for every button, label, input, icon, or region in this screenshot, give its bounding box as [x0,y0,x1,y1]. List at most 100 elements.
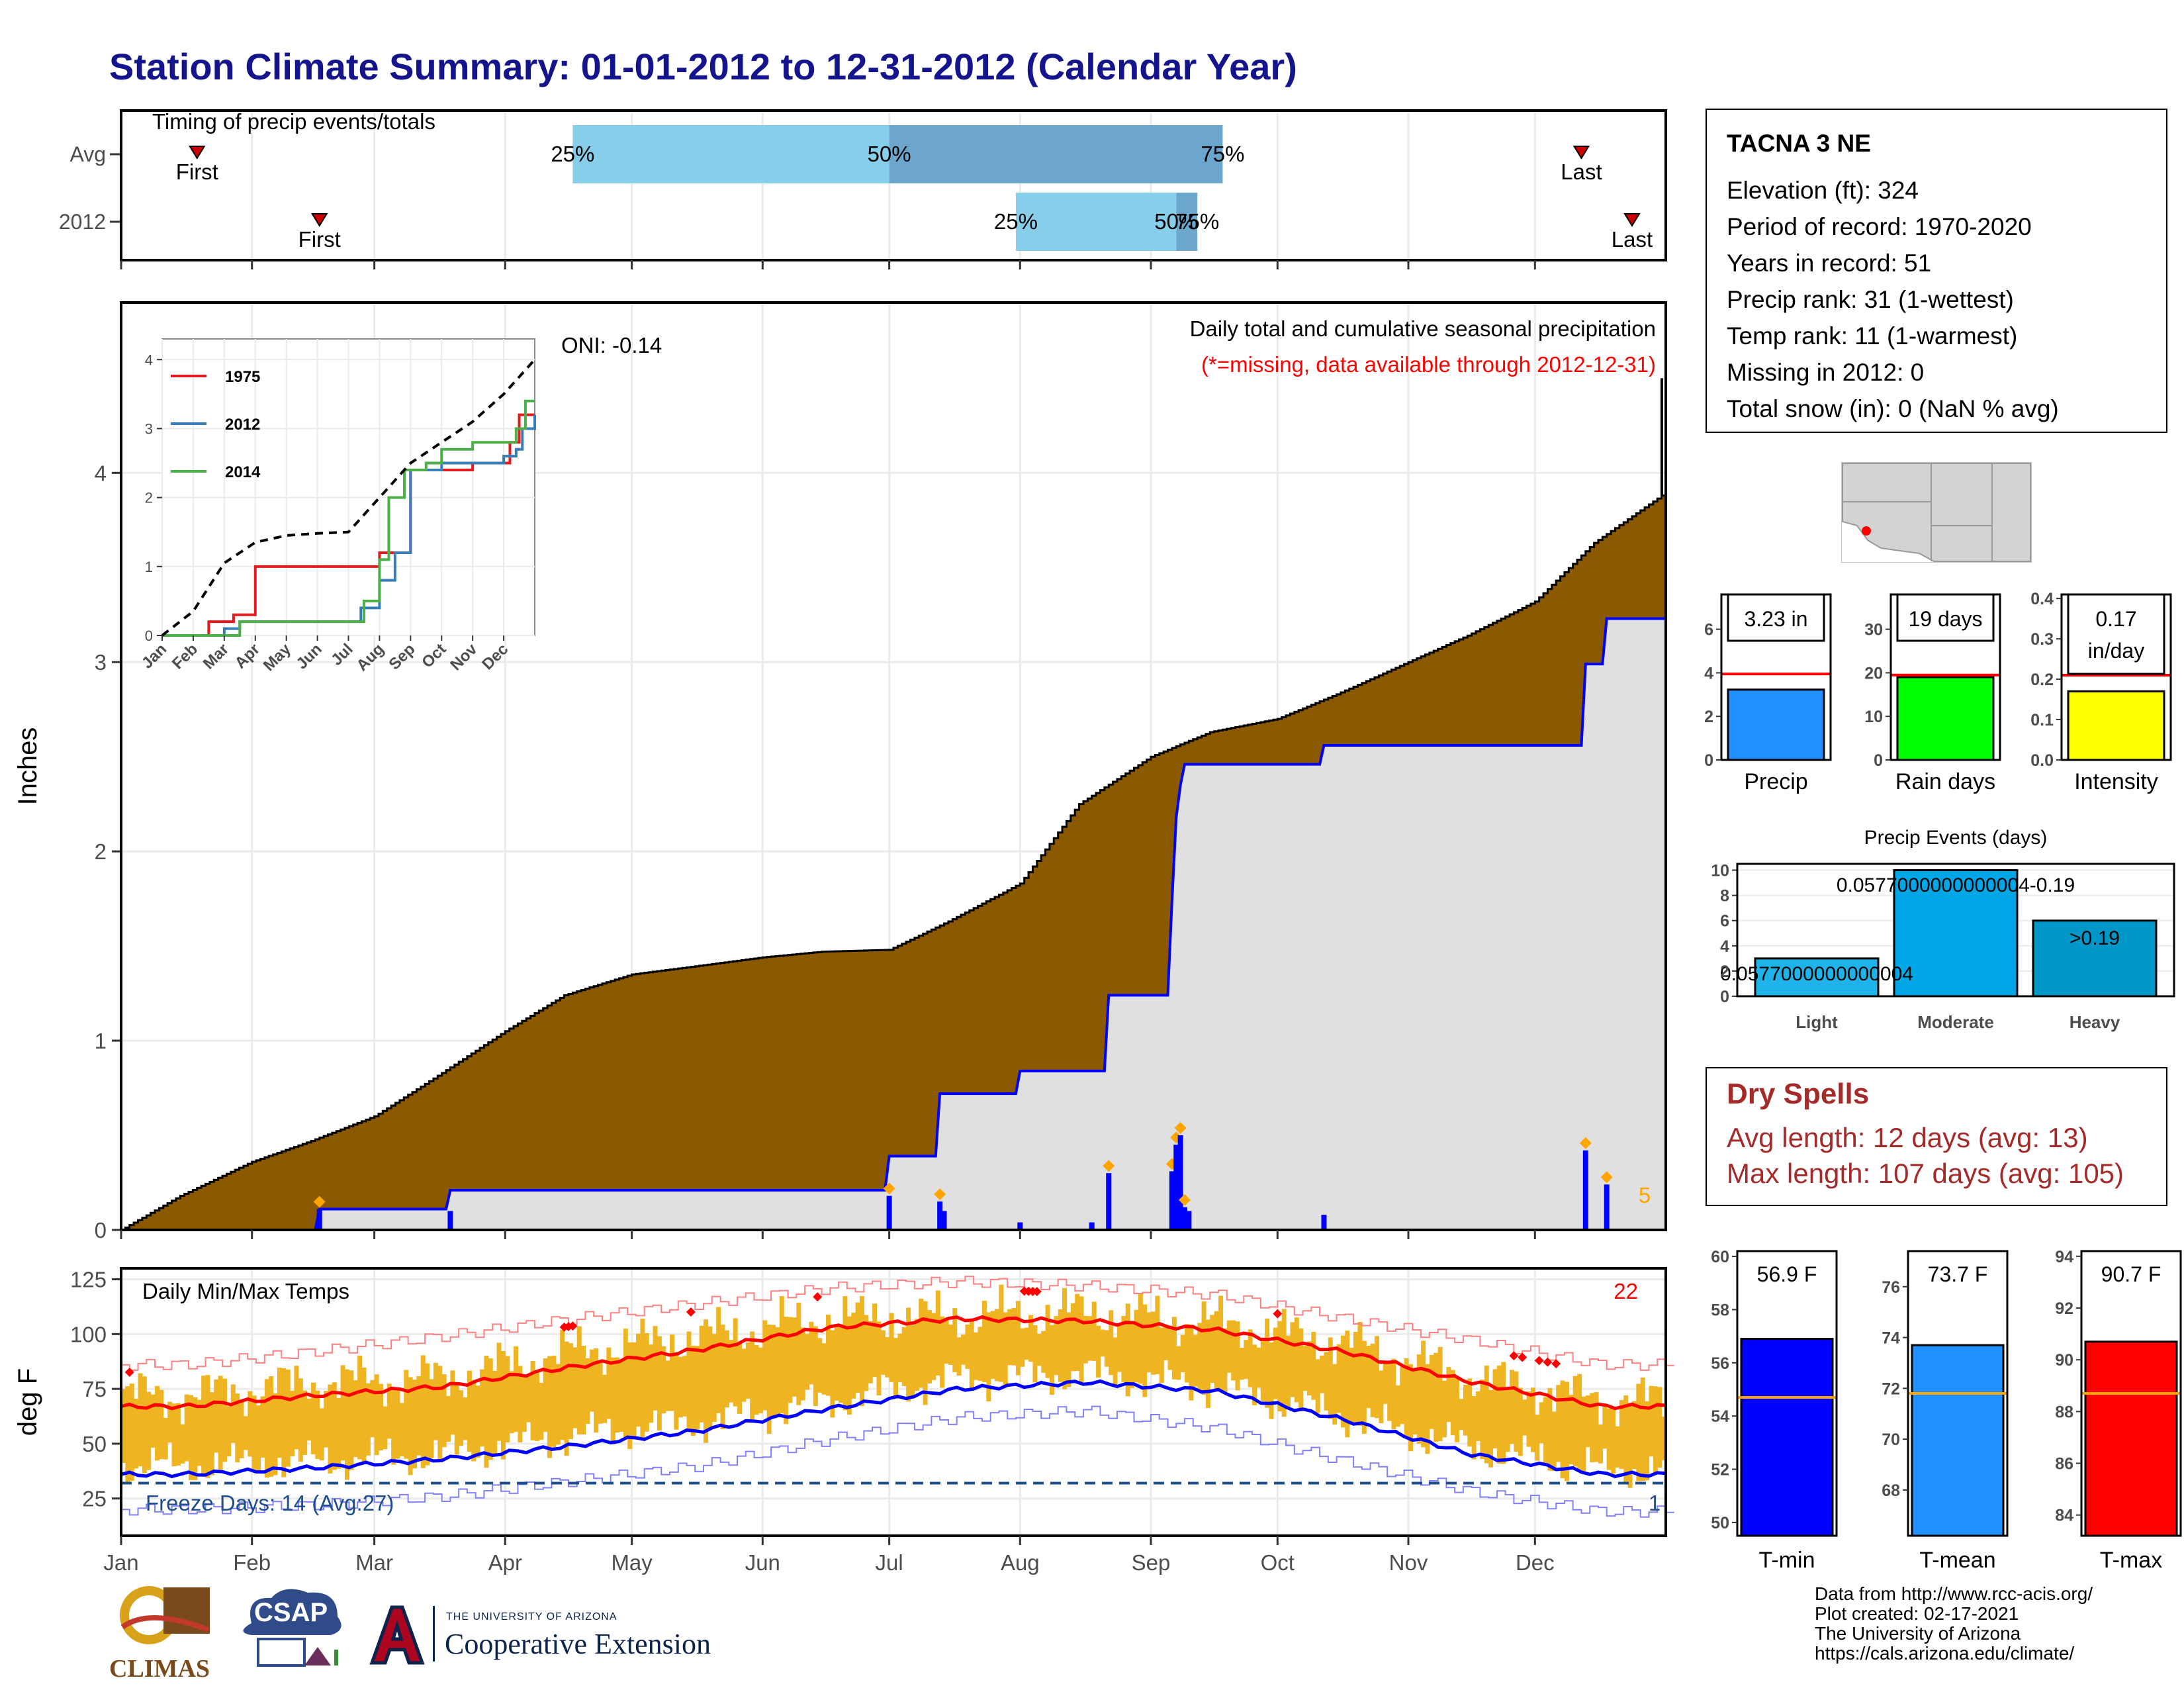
tempbar-y-tick-label: 86 [2055,1455,2073,1474]
daily-temp-bar [699,1325,704,1423]
daily-temp-bar [1125,1303,1130,1397]
temperature-summary-bars: 56.9 F 50 52 54 56 58 60 T-min 73.7 F 68 70 72 74 76 T… [1711,1248,2182,1573]
timing-percent-label: 75% [1201,142,1244,166]
daily-temp-bar [581,1346,586,1434]
daily-temp-bar [1151,1311,1156,1375]
daily-temp-bar [1306,1341,1312,1395]
ua-a-icon [369,1605,425,1665]
daily-temp-bar [1109,1310,1114,1376]
daily-temp-bar [214,1379,219,1453]
summary-value-label: 19 days [1908,607,1982,631]
daily-temp-bar [981,1300,987,1382]
daily-precip-bar [1106,1173,1112,1230]
daily-temp-bar [636,1333,641,1427]
daily-temp-bar [277,1368,282,1458]
timing-marker-icon [189,146,206,160]
daily-temp-bar [1273,1327,1278,1399]
events-y-tick-label: 10 [1711,862,1729,880]
daily-temp-bar [1433,1352,1439,1442]
summary-bar-label: Intensity [2074,769,2158,794]
daily-temp-bar [745,1342,751,1399]
daily-temp-bar [1560,1380,1565,1479]
precip-y-axis-label: Inches [13,727,42,806]
daily-precip-bar [886,1196,892,1230]
timing-marker-icon [1623,213,1641,227]
daily-temp-bar [222,1378,228,1462]
daily-temp-bar [248,1391,253,1457]
daily-precip-bar [447,1211,453,1230]
daily-temp-bar [155,1385,159,1461]
precip-events-title: Precip Events (days) [1864,827,2048,849]
daily-temp-bar [1598,1424,1603,1464]
daily-temp-bar [564,1341,569,1456]
daily-temp-bar [885,1336,890,1378]
daily-temp-bar [294,1366,299,1450]
daily-temp-bar [1653,1386,1658,1473]
month-tick-label: Jun [745,1550,780,1575]
timing-first-label: First [176,160,218,184]
month-tick-label: Mar [355,1550,393,1575]
daily-temp-bar [1391,1358,1396,1430]
daily-temp-bar [1294,1317,1299,1403]
daily-temp-bar [1163,1325,1169,1360]
daily-temp-bar [914,1319,919,1391]
daily-temp-bar [1214,1311,1219,1391]
daily-temp-bar [218,1376,223,1470]
tempbar-y-tick-label: 94 [2055,1248,2073,1266]
map-state-borders [1843,463,1993,561]
daily-temp-bar [226,1406,232,1457]
daily-temp-bar [446,1395,451,1442]
daily-temp-bar [965,1324,970,1369]
daily-temp-bar [944,1319,949,1364]
daily-temp-bar [762,1320,768,1411]
tempbar-y-tick-label: 84 [2055,1507,2073,1525]
summary-border [1720,593,1832,761]
daily-temp-bar [1083,1315,1088,1364]
daily-temp-bar [1045,1305,1050,1378]
temp-y-tick-label: 75 [82,1377,107,1401]
summary-value-box [1896,593,1995,642]
daily-temp-bar [784,1317,789,1425]
daily-temp-bar [1594,1392,1599,1462]
daily-temp-bar [1421,1340,1426,1448]
daily-temp-bar [1471,1395,1477,1460]
daily-temp-bar [1075,1293,1080,1371]
daily-temp-bar [319,1408,324,1461]
station-detail-line: Years in record: 51 [1727,250,1932,277]
temperature-panel: 25 50 75 100 125 deg F Daily Min/Max Temps 22 Fr… [13,1267,1674,1575]
daily-temp-bar [598,1360,603,1424]
daily-temp-bar [1248,1329,1253,1387]
precip-y-tick-label: 3 [95,650,107,675]
summary-y-tick-label: 0.3 [2030,630,2054,649]
summary-y-tick-label: 4 [1704,664,1713,682]
daily-temp-bar [1003,1312,1008,1387]
credit-line: The University of Arizona [1815,1623,2021,1644]
daily-temp-bar [467,1370,472,1452]
daily-temp-bar [273,1393,278,1476]
events-bar [1754,957,1880,998]
events-y-tick-label: 6 [1720,912,1729,931]
daily-temp-bar [1171,1317,1177,1380]
daily-temp-bar [576,1326,582,1434]
daily-temp-bar [197,1399,202,1466]
daily-temp-bar [310,1382,316,1454]
daily-temp-bar [704,1319,709,1443]
daily-temp-bar [1416,1354,1422,1444]
daily-temp-bar [1408,1364,1413,1452]
events-border [1736,863,2175,998]
daily-temp-bar [842,1296,848,1411]
daily-temp-bar [1547,1388,1553,1471]
daily-temp-bar [480,1369,485,1447]
events-y-tick-label: 2 [1720,962,1729,981]
daily-temp-bar [864,1315,869,1391]
daily-temp-bar [129,1383,134,1481]
daily-temp-bar [1205,1319,1210,1408]
daily-temp-bar [825,1315,831,1396]
daily-temp-bar [1585,1395,1590,1448]
daily-temp-bar [518,1366,523,1442]
oni-label: ONI: -0.14 [561,333,662,357]
daily-temp-bar [260,1396,265,1458]
events-category-label: Heavy [2070,1012,2120,1032]
daily-temp-bar [1058,1309,1063,1382]
daily-temp-bar [269,1376,274,1477]
